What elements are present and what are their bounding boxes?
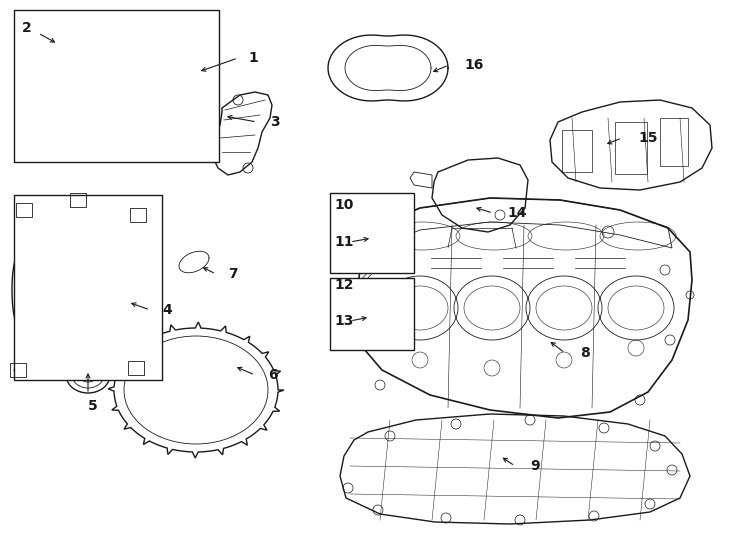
Text: 13: 13 [334,314,353,328]
Text: 10: 10 [334,198,353,212]
Text: 6: 6 [268,368,277,382]
Text: 11: 11 [334,235,354,249]
Text: 1: 1 [248,51,258,65]
Bar [660,118,688,166]
Text: 16: 16 [464,58,484,72]
Text: 3: 3 [270,115,280,129]
Bar [70,193,86,207]
Bar [615,122,647,174]
Bar [330,278,414,350]
Text: 4: 4 [162,303,172,317]
Text: 5: 5 [88,399,98,413]
Bar [330,193,414,273]
Text: 12: 12 [334,278,354,292]
Bar [16,203,32,217]
Text: 14: 14 [507,206,526,220]
Bar [14,10,219,162]
Bar [14,195,162,380]
Text: 9: 9 [530,459,539,473]
Text: 8: 8 [580,346,589,360]
Text: 7: 7 [228,267,238,281]
Text: 15: 15 [638,131,658,145]
Bar [562,130,592,172]
Bar [128,361,144,375]
Bar [130,208,146,222]
Bar [10,363,26,377]
Text: 2: 2 [22,21,32,35]
